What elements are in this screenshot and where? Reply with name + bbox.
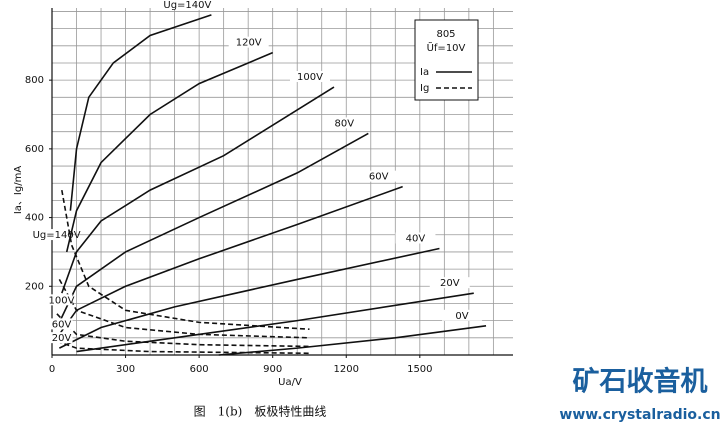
watermark-url: www.crystalradio.cn [559,407,720,423]
curve-label: 20V [440,278,460,289]
curve-label: 0V [455,311,468,322]
x-tick-label: 1500 [407,364,432,375]
curve-label-bg [442,309,483,321]
curve-label: 100V [297,72,323,83]
curve-label-bg [228,36,269,48]
legend-title: 805 [436,29,455,40]
watermark-title: 矿石收音机 [573,366,708,398]
curve-label: 20V [52,333,72,344]
curve-label: Ug=140V [33,230,81,241]
x-axis-label: Ua/V [278,377,302,388]
curve-label-bg [324,117,365,129]
legend-subtitle: Ũf=10V [427,41,466,54]
curve-label-bg [50,332,73,344]
curve-label-bg [167,0,208,10]
plate-current-curve [76,292,474,353]
curve-label: 60V [52,319,72,330]
plate-current-curve [69,14,212,211]
curve-label: 100V [49,295,75,306]
y-axis-label: Ia、Ig/mA [13,166,24,214]
curve-label-bg [395,232,436,244]
x-tick-label: 1200 [334,364,359,375]
plate-current-curve [61,86,335,294]
plate-current-curve [56,185,403,339]
curve-label-bg [45,229,68,241]
plate-current-curve [56,132,369,328]
legend-label: Ia [420,67,429,78]
y-tick-label: 800 [25,75,44,86]
curve-label: 40V [406,233,426,244]
curve-label-bg [289,71,330,83]
curve-label-bg [429,277,470,289]
plate-current-curve [59,247,440,349]
x-tick-label: 300 [116,364,135,375]
x-tick-label: 0 [49,364,55,375]
grid-current-curve [56,340,310,355]
y-tick-label: 200 [25,281,44,292]
y-tick-label: 400 [25,213,44,224]
curve-label-bg [50,294,73,306]
caption: 图 1(b) 板极特性曲线 [194,404,327,419]
grid-current-curve [61,189,310,331]
y-tick-label: 600 [25,144,44,155]
curve-label: 80V [335,118,355,129]
curve-label-bg [358,170,399,182]
curve-label: Ug=140V [163,0,211,11]
x-tick-label: 600 [190,364,209,375]
x-tick-label: 900 [263,364,282,375]
legend-label: Ig [420,83,429,94]
curve-label-bg [50,318,73,330]
legend-box [414,19,479,101]
curve-label: 60V [369,172,389,183]
plate-current-curve [65,51,274,253]
curve-label: 120V [236,38,262,49]
plate-current-curve [218,325,487,356]
